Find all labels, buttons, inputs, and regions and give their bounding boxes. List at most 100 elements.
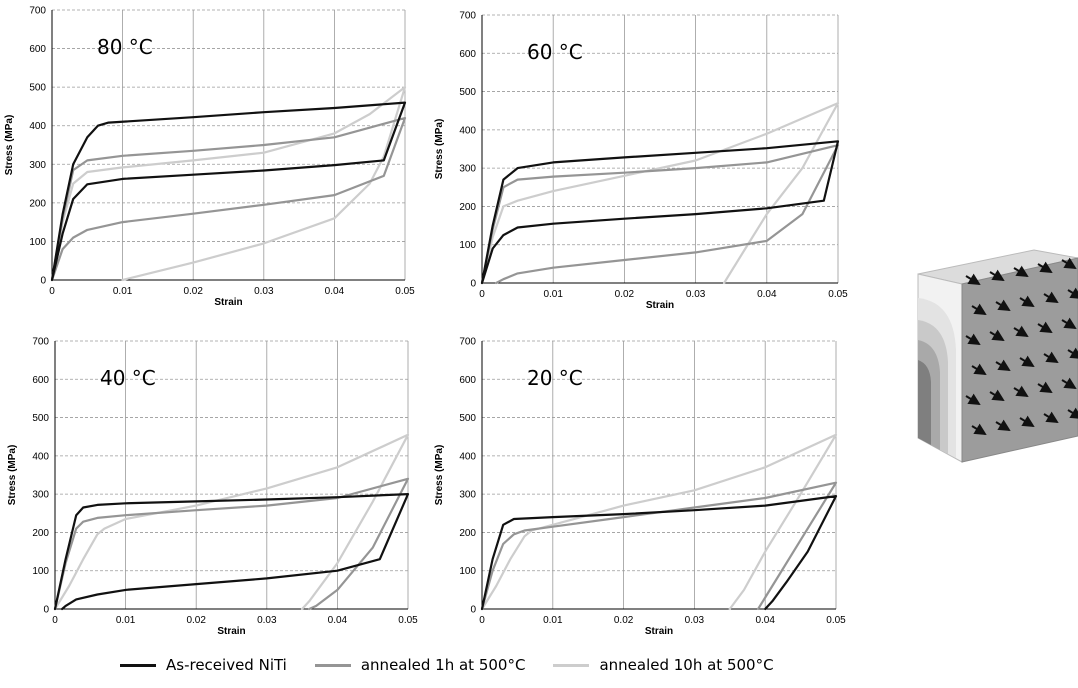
- load-arrow-icon: [1043, 291, 1059, 304]
- x-tick-label: 0: [479, 615, 485, 626]
- panel-temperature-label: 20 °C: [527, 366, 583, 390]
- load-arrow-icon: [965, 273, 981, 286]
- series-line-as-received-niti: [50, 101, 407, 282]
- legend-item-as-received: As-received NiTi: [120, 656, 287, 674]
- series-line-as-received-niti: [480, 495, 838, 611]
- x-tick-label: 0.01: [116, 615, 136, 626]
- legend-label-as-received: As-received NiTi: [166, 656, 287, 674]
- x-tick-label: 0.03: [685, 615, 705, 626]
- load-arrow-icon: [971, 363, 987, 376]
- y-tick-label: 600: [32, 375, 49, 386]
- series-line-as-received-niti: [53, 493, 410, 611]
- series-line-annealed-1h-at-500-c: [53, 477, 410, 611]
- load-arrow-icon: [995, 299, 1011, 312]
- y-tick-label: 0: [40, 276, 46, 287]
- load-arrow-icon: [1013, 385, 1029, 398]
- y-tick-label: 400: [459, 451, 476, 462]
- y-tick-label: 400: [29, 121, 46, 132]
- load-arrow-icon: [1061, 317, 1077, 330]
- x-tick-label: 0.03: [257, 615, 277, 626]
- load-arrow-icon: [965, 333, 981, 346]
- y-tick-label: 100: [459, 240, 476, 251]
- x-tick-label: 0.05: [828, 289, 848, 300]
- x-axis-title: Strain: [217, 626, 245, 637]
- x-tick-label: 0.05: [826, 615, 846, 626]
- panel-temperature-label: 40 °C: [100, 366, 156, 390]
- y-tick-label: 300: [459, 490, 476, 501]
- y-tick-label: 500: [29, 83, 46, 94]
- x-tick-label: 0.04: [757, 289, 777, 300]
- y-tick-label: 100: [32, 566, 49, 577]
- load-arrow-icon: [1043, 351, 1059, 364]
- x-axis-title: Strain: [646, 300, 674, 311]
- x-tick-label: 0.02: [614, 615, 634, 626]
- load-arrow-icon: [1067, 287, 1078, 300]
- x-tick-label: 0: [49, 286, 55, 297]
- chart-legend: As-received NiTi annealed 1h at 500°C an…: [120, 652, 802, 678]
- load-arrow-icon: [1043, 411, 1059, 424]
- y-tick-label: 700: [32, 337, 49, 348]
- series-line-annealed-10h-at-500-c: [480, 433, 838, 611]
- load-arrow-icon: [1061, 377, 1077, 390]
- x-tick-label: 0.05: [395, 286, 415, 297]
- y-axis-title: Stress (MPa): [7, 445, 18, 506]
- x-tick-label: 0.02: [615, 289, 635, 300]
- y-tick-label: 100: [29, 237, 46, 248]
- series-line-annealed-10h-at-500-c: [50, 85, 407, 282]
- y-tick-label: 600: [459, 49, 476, 60]
- y-tick-label: 500: [459, 413, 476, 424]
- y-tick-label: 0: [470, 605, 476, 616]
- load-arrow-icon: [971, 303, 987, 316]
- load-arrow-icon: [1037, 261, 1053, 274]
- load-arrow-icon: [995, 419, 1011, 432]
- y-tick-label: 400: [32, 451, 49, 462]
- load-arrow-icon: [989, 389, 1005, 402]
- load-arrow-icon: [989, 269, 1005, 282]
- x-tick-label: 0.01: [543, 289, 563, 300]
- x-tick-label: 0.04: [328, 615, 348, 626]
- panel-temperature-label: 60 °C: [527, 40, 583, 64]
- specimen-block-illustration: [917, 249, 1078, 463]
- y-tick-label: 100: [459, 566, 476, 577]
- y-tick-label: 0: [470, 279, 476, 290]
- chart-panel-80-c: 0 100 200 300 400 500 600 700 0 0.01 0.02 0.03 0.04 0…: [4, 6, 415, 309]
- series-line-annealed-10h-at-500-c: [480, 101, 840, 285]
- x-tick-label: 0.02: [183, 286, 203, 297]
- y-tick-label: 300: [459, 164, 476, 175]
- load-arrow-icon: [1013, 265, 1029, 278]
- x-tick-label: 0: [52, 615, 58, 626]
- load-arrow-icon: [1067, 347, 1078, 360]
- y-tick-label: 200: [459, 528, 476, 539]
- x-tick-label: 0.02: [186, 615, 206, 626]
- x-tick-label: 0.05: [398, 615, 418, 626]
- series-line-annealed-1h-at-500-c: [50, 116, 407, 282]
- y-tick-label: 300: [32, 490, 49, 501]
- series-line-annealed-1h-at-500-c: [480, 481, 838, 611]
- y-axis-title: Stress (MPa): [434, 445, 445, 506]
- load-arrow-icon: [965, 393, 981, 406]
- x-tick-label: 0.04: [325, 286, 345, 297]
- load-arrow-icon: [1037, 321, 1053, 334]
- x-tick-label: 0.03: [686, 289, 706, 300]
- x-axis-title: Strain: [214, 297, 242, 308]
- load-arrow-icon: [1061, 257, 1077, 270]
- legend-item-annealed-10h: annealed 10h at 500°C: [553, 656, 774, 674]
- legend-item-annealed-1h: annealed 1h at 500°C: [314, 656, 525, 674]
- chart-panel-40-c: 0 100 200 300 400 500 600 700 0 0.01 0.02 0.03 0.04 0…: [7, 337, 418, 638]
- load-arrow-icon: [971, 423, 987, 436]
- panel-temperature-label: 80 °C: [97, 35, 153, 59]
- load-arrows: [965, 257, 1078, 436]
- x-tick-label: 0.03: [254, 286, 274, 297]
- y-tick-label: 500: [459, 87, 476, 98]
- y-axis-title: Stress (MPa): [434, 119, 445, 180]
- block-band-4: [918, 360, 931, 445]
- y-tick-label: 400: [459, 125, 476, 136]
- y-tick-label: 700: [29, 6, 46, 17]
- y-tick-label: 0: [43, 605, 49, 616]
- load-arrow-icon: [989, 329, 1005, 342]
- load-arrow-icon: [1019, 415, 1035, 428]
- block-front-face: [961, 257, 1078, 463]
- load-arrow-icon: [995, 359, 1011, 372]
- y-tick-label: 600: [459, 375, 476, 386]
